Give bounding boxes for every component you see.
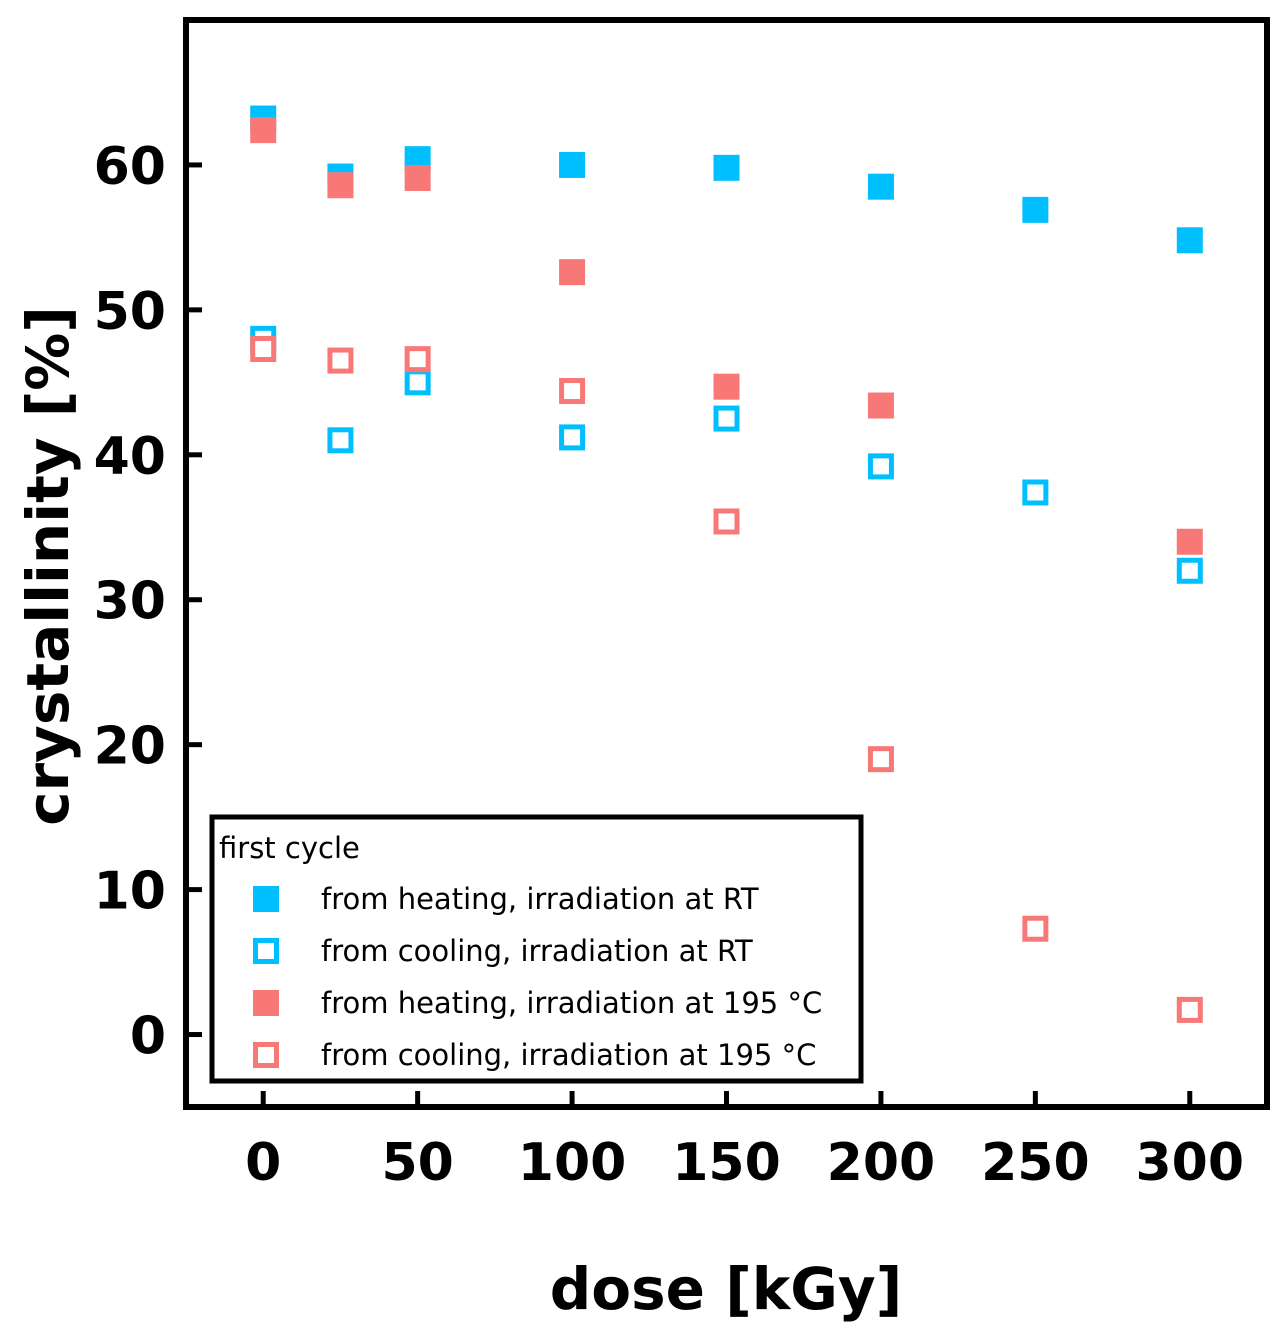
legend: first cycle from heating, irradiation at… <box>209 814 864 1084</box>
data-point-series-3 <box>404 164 431 191</box>
x-tick-label: 100 <box>518 1133 627 1193</box>
data-point-series-2 <box>404 369 431 396</box>
y-tick-label: 60 <box>94 137 166 197</box>
data-point-series-3 <box>713 373 740 400</box>
y-tick-label: 20 <box>94 717 166 777</box>
x-tick-label: 50 <box>381 1133 453 1193</box>
data-point-series-2 <box>713 405 740 432</box>
y-axis-title: crystallinity [%] <box>14 306 82 826</box>
data-point-series-4 <box>250 335 277 362</box>
data-point-series-4 <box>1022 915 1049 942</box>
y-axis-ticks: 0 10 20 30 40 50 60 <box>94 137 202 1067</box>
data-point-series-2 <box>559 424 586 451</box>
data-point-series-3 <box>250 117 277 144</box>
data-point-series-2 <box>867 453 894 480</box>
data-point-series-1 <box>1176 227 1203 254</box>
x-axis-ticks: 0 50 100 150 200 250 300 <box>245 1091 1244 1193</box>
legend-marker-3 <box>253 990 279 1016</box>
legend-marker-4 <box>253 1042 279 1068</box>
data-point-series-1 <box>713 154 740 181</box>
data-point-series-4 <box>867 746 894 773</box>
data-point-series-4 <box>404 346 431 373</box>
data-point-series-4 <box>1176 996 1203 1023</box>
data-point-series-2 <box>327 427 354 454</box>
data-point-series-4 <box>713 508 740 535</box>
x-tick-label: 0 <box>245 1133 281 1193</box>
data-point-series-4 <box>559 378 586 405</box>
x-tick-label: 300 <box>1136 1133 1245 1193</box>
data-point-series-3 <box>1176 528 1203 555</box>
y-tick-label: 40 <box>94 427 166 487</box>
y-tick-label: 50 <box>94 282 166 342</box>
data-point-series-2 <box>1022 479 1049 506</box>
data-point-series-4 <box>327 347 354 374</box>
legend-marker-1 <box>253 886 279 912</box>
y-tick-label: 30 <box>94 572 166 632</box>
legend-label-1: from heating, irradiation at RT <box>321 882 759 916</box>
x-tick-label: 200 <box>827 1133 936 1193</box>
legend-box <box>209 814 864 1084</box>
x-tick-label: 150 <box>672 1133 781 1193</box>
legend-label-4: from cooling, irradiation at 195 °C <box>321 1038 816 1072</box>
x-tick-label: 250 <box>981 1133 1090 1193</box>
data-point-series-1 <box>559 151 586 178</box>
data-point-series-1 <box>867 173 894 200</box>
data-markers <box>250 105 1203 1023</box>
data-point-series-3 <box>867 392 894 419</box>
legend-label-2: from cooling, irradiation at RT <box>321 934 753 968</box>
data-point-series-1 <box>1022 196 1049 223</box>
y-tick-label: 10 <box>94 862 166 922</box>
legend-label-3: from heating, irradiation at 195 °C <box>321 986 822 1020</box>
legend-title: first cycle <box>219 831 360 865</box>
y-tick-label: 0 <box>130 1007 166 1067</box>
data-point-series-3 <box>327 172 354 199</box>
legend-marker-2 <box>253 938 279 964</box>
data-point-series-3 <box>559 259 586 286</box>
data-point-series-2 <box>1176 557 1203 584</box>
x-axis-title: dose [kGy] <box>550 1255 902 1323</box>
